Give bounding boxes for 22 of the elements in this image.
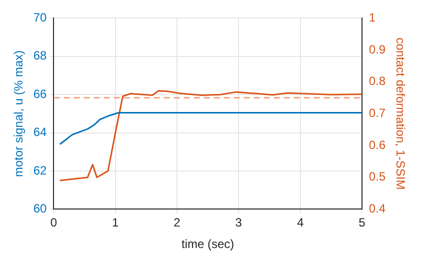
- y-axis-title: motor signal, u (% max): [12, 50, 26, 178]
- x-tick-label: 1: [112, 216, 120, 230]
- y-tick-label: 66: [33, 86, 48, 101]
- y2-tick-label: 0.6: [368, 138, 386, 152]
- x-tick-label: 4: [296, 216, 304, 230]
- x-tick-label: 3: [235, 216, 242, 230]
- y2-tick-label: 0.4: [368, 202, 386, 216]
- y2-tick-label: 0.7: [368, 106, 386, 120]
- y2-tick-label: 1: [368, 10, 376, 25]
- y2-tick-label: 0.5: [368, 170, 386, 184]
- y2-tick-label: 0.9: [368, 42, 386, 56]
- y-tick-label: 64: [33, 125, 48, 140]
- y-tick-label: 68: [33, 48, 48, 63]
- x-tick-label: 0: [50, 216, 58, 230]
- y-tick-label: 62: [33, 163, 48, 178]
- y-tick-label: 70: [33, 10, 48, 25]
- y-tick-label: 60: [33, 202, 48, 216]
- x-axis-title: time (sec): [181, 237, 234, 252]
- y2-tick-label: 0.8: [368, 74, 386, 88]
- y2-axis-title: contact deformation, 1-SSIM: [393, 38, 408, 190]
- x-tick-label: 2: [174, 216, 181, 230]
- x-tick-label: 5: [358, 216, 366, 230]
